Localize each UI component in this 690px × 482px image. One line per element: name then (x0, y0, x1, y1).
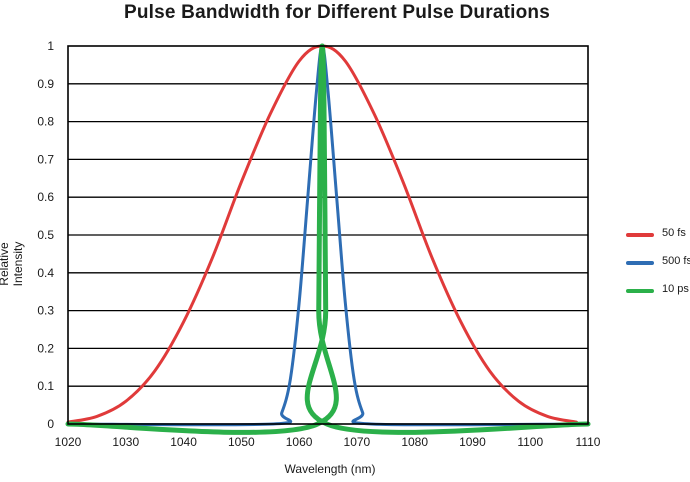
y-tick-label: 0.5 (37, 228, 54, 242)
legend-label-50fs: 50 fs (662, 227, 686, 239)
y-tick-label: 0.6 (37, 190, 54, 204)
x-tick-label: 1090 (459, 435, 486, 449)
x-tick-label: 1100 (517, 435, 543, 449)
y-tick-label: 0.3 (37, 304, 54, 318)
x-tick-label: 1060 (286, 435, 313, 449)
series-lines (65, 43, 591, 435)
y-tick-label: 0 (47, 417, 54, 431)
x-tick-label: 1080 (401, 435, 428, 449)
legend-swatch-10ps (626, 289, 654, 293)
y-tick-label: 0.7 (37, 152, 54, 166)
plot-frame (67, 45, 589, 425)
y-axis-ticks: 0 0.1 0.2 0.3 0.4 0.5 0.6 0.7 0.8 0.9 1 (37, 39, 54, 431)
x-tick-label: 1020 (55, 435, 82, 449)
y-tick-label: 0.1 (37, 379, 54, 393)
chart-title: Pulse Bandwidth for Different Pulse Dura… (124, 2, 550, 23)
grid-lines (68, 83, 588, 387)
x-tick-label: 1110 (576, 435, 601, 449)
x-tick-label: 1050 (228, 435, 255, 449)
legend-swatch-500fs (626, 261, 654, 265)
y-tick-label: 0.8 (37, 115, 54, 129)
y-tick-label: 1 (47, 39, 54, 53)
y-tick-label: 0.4 (37, 266, 54, 280)
x-tick-label: 1040 (170, 435, 197, 449)
x-axis-ticks: 1020 1030 1040 1050 1060 1070 1080 1090 1100 1110 (55, 435, 601, 449)
legend-label-10ps: 10 ps (662, 283, 689, 295)
y-tick-label: 0.9 (37, 77, 54, 91)
legend-label-500fs: 500 fs (662, 255, 690, 267)
x-tick-label: 1070 (344, 435, 371, 449)
x-axis-label: Wavelength (nm) (284, 462, 376, 476)
x-tick-label: 1030 (112, 435, 139, 449)
legend-swatch-50fs (626, 233, 654, 237)
y-axis-label: Relative Intensity (0, 241, 25, 287)
y-tick-label: 0.2 (37, 341, 54, 355)
